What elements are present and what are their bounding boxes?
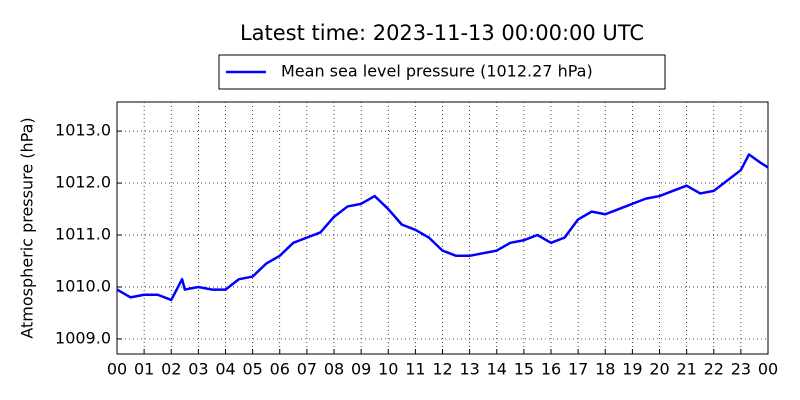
data-line xyxy=(116,153,769,302)
x-tick-label: 08 xyxy=(324,360,344,379)
y-tick-label: 1013.0 xyxy=(55,121,111,140)
x-tick-label: 10 xyxy=(378,360,398,379)
x-tick-label: 07 xyxy=(297,360,317,379)
x-tick-label: 11 xyxy=(405,360,425,379)
x-tick-label: 02 xyxy=(161,360,181,379)
x-tick-label: 13 xyxy=(459,360,479,379)
x-tick-label: 23 xyxy=(731,360,751,379)
x-tick-label: 12 xyxy=(432,360,452,379)
x-tick-label: 09 xyxy=(351,360,371,379)
y-tick-label: 1009.0 xyxy=(55,328,111,347)
legend-box xyxy=(218,54,666,90)
x-tick-label: 14 xyxy=(487,360,507,379)
x-tick-label: 03 xyxy=(188,360,208,379)
y-tick-label: 1010.0 xyxy=(55,276,111,295)
x-tick-label: 17 xyxy=(568,360,588,379)
y-tick-label: 1012.0 xyxy=(55,173,111,192)
legend-label: Mean sea level pressure (1012.27 hPa) xyxy=(281,62,593,81)
x-tick-label: 04 xyxy=(215,360,235,379)
x-tick-label: 15 xyxy=(514,360,534,379)
chart-title: Latest time: 2023-11-13 00:00:00 UTC xyxy=(240,21,644,45)
x-tick-label: 00 xyxy=(758,360,778,379)
x-tick-label: 06 xyxy=(270,360,290,379)
x-tick-label: 21 xyxy=(676,360,696,379)
x-tick-label: 19 xyxy=(622,360,642,379)
x-tick-label: 22 xyxy=(704,360,724,379)
y-axis-label: Atmospheric pressure (hPa) xyxy=(18,117,37,338)
x-tick-label: 05 xyxy=(242,360,262,379)
x-tick-label: 16 xyxy=(541,360,561,379)
x-tick-label: 01 xyxy=(134,360,154,379)
x-tick-label: 20 xyxy=(649,360,669,379)
x-tick-label: 18 xyxy=(595,360,615,379)
plot-frame xyxy=(116,101,769,355)
y-tick-label: 1011.0 xyxy=(55,225,111,244)
x-tick-label: 00 xyxy=(107,360,127,379)
